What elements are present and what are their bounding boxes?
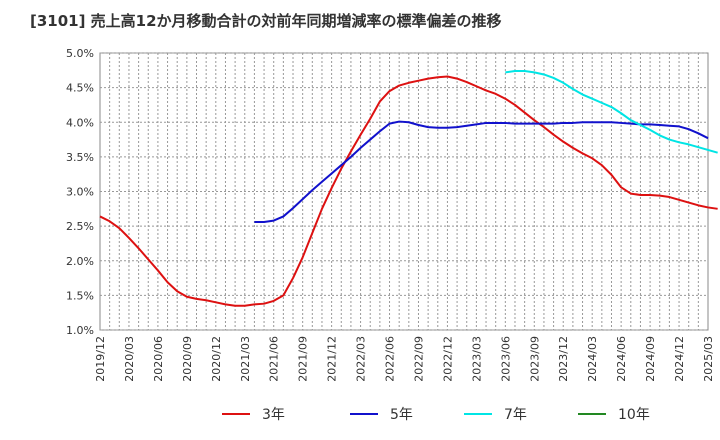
x-tick-label: 2021/09 xyxy=(297,336,310,382)
chart-title: [3101] 売上高12か月移動合計の対前年同期増減率の標準偏差の推移 xyxy=(30,12,502,30)
x-tick-label: 2023/12 xyxy=(557,336,570,382)
series-line-5年 xyxy=(254,120,709,223)
x-tick-label: 2022/12 xyxy=(441,336,454,382)
x-axis-ticks: 2019/12 2020/03 2020/06 2020/09 2020/12 2021/… xyxy=(94,336,715,382)
x-tick-label: 2021/06 xyxy=(268,336,281,382)
series-line-3年 xyxy=(99,75,718,307)
x-tick-label: 2019/12 xyxy=(94,336,107,382)
y-axis-ticks: 5.0% 4.5% 4.0% 3.5% 3.0% 2.5% 2.0% 1.5% 1.0% xyxy=(66,47,94,337)
series-lines xyxy=(99,70,718,307)
y-tick-label: 1.5% xyxy=(66,289,94,302)
y-tick-label: 1.0% xyxy=(66,324,94,337)
x-tick-label: 2022/06 xyxy=(384,336,397,382)
y-tick-label: 2.0% xyxy=(66,255,94,268)
legend-label: 3年 xyxy=(262,407,285,423)
x-tick-label: 2024/09 xyxy=(644,336,657,382)
x-tick-label: 2021/12 xyxy=(326,336,339,382)
y-tick-label: 5.0% xyxy=(66,47,94,60)
y-tick-label: 2.5% xyxy=(66,220,94,233)
x-tick-label: 2021/03 xyxy=(239,336,252,382)
x-tick-label: 2020/06 xyxy=(152,336,165,382)
y-tick-label: 4.0% xyxy=(66,116,94,129)
x-tick-label: 2025/03 xyxy=(702,336,715,382)
x-tick-label: 2023/06 xyxy=(499,336,512,382)
series-line-7年 xyxy=(505,70,718,154)
x-tick-label: 2024/12 xyxy=(673,336,686,382)
x-tick-label: 2023/03 xyxy=(470,336,483,382)
legend-label: 7年 xyxy=(504,407,527,423)
y-tick-label: 3.0% xyxy=(66,186,94,199)
x-tick-label: 2024/06 xyxy=(615,336,628,382)
x-tick-label: 2022/09 xyxy=(412,336,425,382)
x-tick-label: 2020/03 xyxy=(123,336,136,382)
legend: 3年 5年 7年 10年 xyxy=(222,407,650,423)
x-tick-label: 2020/12 xyxy=(210,336,223,382)
grid-lines xyxy=(100,52,708,331)
legend-label: 5年 xyxy=(390,407,413,423)
x-tick-label: 2020/09 xyxy=(181,336,194,382)
y-tick-label: 4.5% xyxy=(66,82,94,95)
x-tick-label: 2023/09 xyxy=(528,336,541,382)
y-tick-label: 3.5% xyxy=(66,151,94,164)
x-tick-label: 2024/03 xyxy=(586,336,599,382)
x-tick-label: 2022/03 xyxy=(355,336,368,382)
legend-label: 10年 xyxy=(618,407,650,423)
